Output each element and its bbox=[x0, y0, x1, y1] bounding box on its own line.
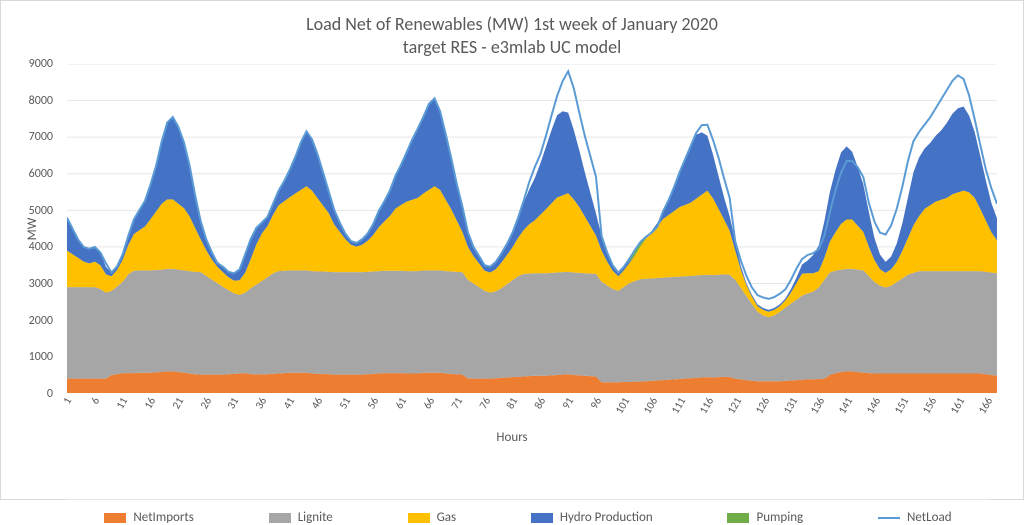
area-Lignite bbox=[67, 269, 997, 382]
legend-label: Hydro Production bbox=[560, 510, 653, 525]
x-tick-label: 166 bbox=[969, 395, 995, 427]
x-tick-label: 26 bbox=[188, 395, 214, 427]
x-tick-label: 126 bbox=[746, 395, 772, 427]
legend-item-Lignite: Lignite bbox=[269, 510, 333, 525]
x-tick-label: 106 bbox=[634, 395, 660, 427]
x-tick-label: 91 bbox=[550, 395, 576, 427]
legend-label: Pumping bbox=[756, 510, 803, 525]
legend-item-Pumping: Pumping bbox=[727, 510, 803, 525]
legend-swatch bbox=[269, 513, 291, 523]
legend-swatch bbox=[878, 517, 900, 519]
x-tick-label: 16 bbox=[132, 395, 158, 427]
y-tick-label: 9000 bbox=[29, 57, 53, 71]
legend-label: NetImports bbox=[133, 510, 193, 525]
legend-item-Gas: Gas bbox=[408, 510, 457, 525]
y-tick-label: 1000 bbox=[29, 350, 53, 364]
x-tick-label: 111 bbox=[662, 395, 688, 427]
plot-area: MW 0100020003000400050006000700080009000 bbox=[67, 64, 997, 394]
y-tick-label: 3000 bbox=[29, 277, 53, 291]
x-tick-label: 56 bbox=[355, 395, 381, 427]
legend-swatch bbox=[104, 513, 126, 523]
x-tick-label: 66 bbox=[411, 395, 437, 427]
x-tick-label: 46 bbox=[299, 395, 325, 427]
x-tick-label: 101 bbox=[606, 395, 632, 427]
legend-label: NetLoad bbox=[907, 510, 952, 525]
x-tick-label: 141 bbox=[829, 395, 855, 427]
chart-title-line2: target RES - e3mlab UC model bbox=[403, 36, 621, 58]
x-tick-label: 121 bbox=[718, 395, 744, 427]
y-tick-label: 2000 bbox=[29, 314, 53, 328]
x-tick-label: 81 bbox=[494, 395, 520, 427]
x-tick-label: 51 bbox=[327, 395, 353, 427]
x-tick-label: 86 bbox=[522, 395, 548, 427]
y-tick-label: 4000 bbox=[29, 240, 53, 254]
plot-svg bbox=[67, 64, 997, 393]
legend-item-HydroProduction: Hydro Production bbox=[531, 510, 653, 525]
legend-swatch bbox=[408, 513, 430, 523]
y-tick-label: 6000 bbox=[29, 167, 53, 181]
legend-label: Gas bbox=[437, 510, 457, 525]
y-axis-label: MW bbox=[25, 218, 40, 241]
legend-item-NetImports: NetImports bbox=[104, 510, 193, 525]
x-axis-ticks: 1611162126313641465156616671768186919610… bbox=[57, 395, 1007, 443]
x-tick-label: 21 bbox=[160, 395, 186, 427]
x-tick-label: 36 bbox=[243, 395, 269, 427]
x-tick-label: 96 bbox=[578, 395, 604, 427]
x-tick-label: 41 bbox=[271, 395, 297, 427]
x-tick-label: 61 bbox=[383, 395, 409, 427]
legend-swatch bbox=[531, 513, 553, 523]
x-tick-label: 11 bbox=[104, 395, 130, 427]
y-tick-label: 7000 bbox=[29, 130, 53, 144]
x-tick-label: 31 bbox=[215, 395, 241, 427]
legend-item-NetLoad: NetLoad bbox=[878, 510, 952, 525]
chart-title-line1: Load Net of Renewables (MW) 1st week of … bbox=[306, 13, 718, 35]
legend-swatch bbox=[727, 513, 749, 523]
legend: NetImports Lignite Gas Hydro Production Pump… bbox=[67, 499, 989, 525]
x-tick-label: 156 bbox=[913, 395, 939, 427]
y-tick-label: 8000 bbox=[29, 94, 53, 108]
x-tick-label: 136 bbox=[801, 395, 827, 427]
legend-label: Lignite bbox=[298, 510, 333, 525]
x-tick-label: 146 bbox=[857, 395, 883, 427]
x-tick-label: 151 bbox=[885, 395, 911, 427]
y-tick-label: 5000 bbox=[29, 204, 53, 218]
chart-container: Load Net of Renewables (MW) 1st week of … bbox=[0, 0, 1024, 500]
chart-title: Load Net of Renewables (MW) 1st week of … bbox=[11, 13, 1013, 58]
x-tick-label: 161 bbox=[941, 395, 967, 427]
x-tick-label: 116 bbox=[690, 395, 716, 427]
x-tick-label: 76 bbox=[467, 395, 493, 427]
x-tick-label: 6 bbox=[76, 395, 102, 427]
x-tick-label: 131 bbox=[774, 395, 800, 427]
y-tick-label: 0 bbox=[47, 387, 53, 401]
x-tick-label: 71 bbox=[439, 395, 465, 427]
